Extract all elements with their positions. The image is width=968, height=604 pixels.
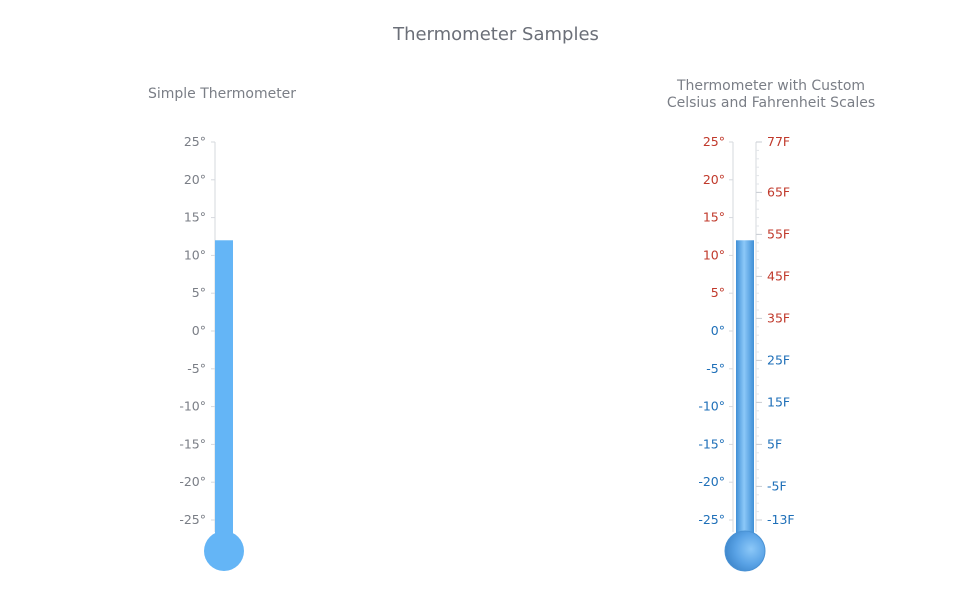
mercury-column [736, 240, 754, 551]
custom-thermometer-title-line-1: Thermometer with Custom [676, 78, 865, 94]
simple-thermometer-title: Simple Thermometer [148, 86, 296, 102]
celsius-tick-label: -10° [179, 399, 206, 414]
fahrenheit-tick-label: 45F [767, 268, 790, 283]
fahrenheit-tick-label: 55F [767, 226, 790, 241]
celsius-tick-label: -25° [179, 512, 206, 527]
celsius-tick-label: 20° [184, 172, 206, 187]
celsius-tick-label: -10° [698, 399, 725, 414]
fahrenheit-tick-label: -13F [767, 512, 795, 527]
fahrenheit-tick-label: 15F [767, 394, 790, 409]
celsius-tick-label: 10° [184, 247, 206, 262]
celsius-tick-label: -15° [179, 436, 206, 451]
fahrenheit-tick-label: 77F [767, 134, 790, 149]
celsius-tick-label: -25° [698, 512, 725, 527]
celsius-tick-label: -5° [187, 361, 206, 376]
fahrenheit-tick-label: 25F [767, 352, 790, 367]
celsius-tick-label: -5° [706, 361, 725, 376]
celsius-tick-label: 5° [192, 285, 206, 300]
fahrenheit-tick-label: 65F [767, 184, 790, 199]
celsius-tick-label: 5° [711, 285, 725, 300]
celsius-tick-label: 20° [703, 172, 725, 187]
celsius-tick-label: -20° [698, 474, 725, 489]
page-title: Thermometer Samples [392, 24, 599, 45]
fahrenheit-tick-label: 5F [767, 436, 782, 451]
thermometer-bulb [204, 531, 244, 571]
thermometer-bulb [724, 530, 766, 572]
celsius-tick-label: -15° [698, 436, 725, 451]
mercury-column [215, 240, 233, 551]
celsius-tick-label: 25° [703, 134, 725, 149]
celsius-tick-label: 0° [192, 323, 206, 338]
celsius-tick-label: 15° [703, 210, 725, 225]
celsius-tick-label: 25° [184, 134, 206, 149]
simple-thermometer: Simple Thermometer 25° 20° 15° 10° 5° 0° -5° -1… [148, 86, 296, 571]
fahrenheit-tick-label: -5F [767, 478, 787, 493]
custom-scale-thermometer: Thermometer with Custom Celsius and Fahr… [667, 78, 875, 572]
celsius-tick-label: 15° [184, 210, 206, 225]
celsius-tick-label: -20° [179, 474, 206, 489]
celsius-tick-label: 10° [703, 247, 725, 262]
custom-thermometer-title-line-2: Celsius and Fahrenheit Scales [667, 95, 875, 111]
fahrenheit-tick-label: 35F [767, 310, 790, 325]
celsius-tick-label: 0° [711, 323, 725, 338]
